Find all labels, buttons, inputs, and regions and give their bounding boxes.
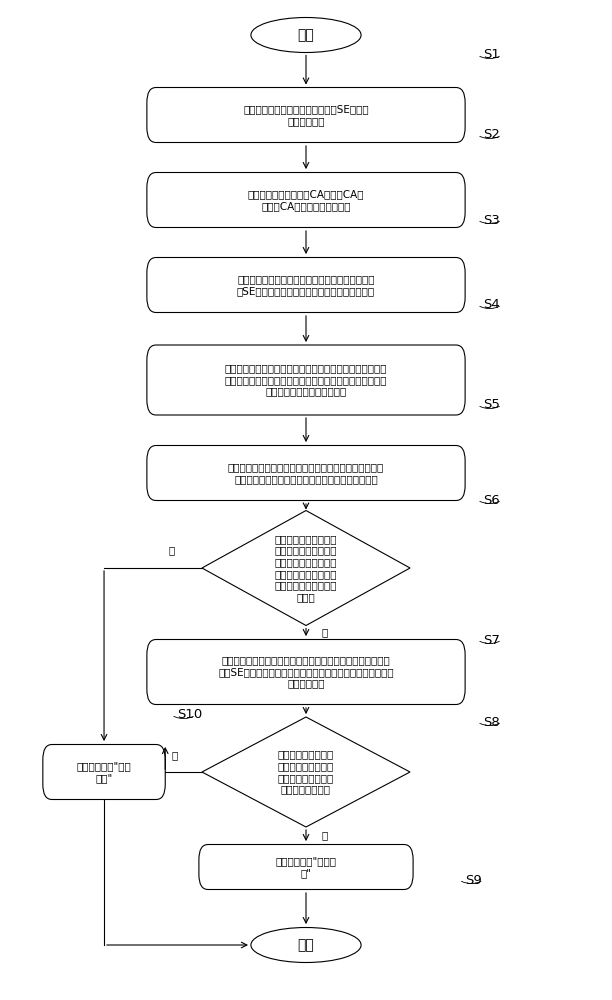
Text: S1: S1 xyxy=(483,48,501,62)
Text: S5: S5 xyxy=(483,398,501,412)
FancyBboxPatch shape xyxy=(147,640,465,704)
Text: S3: S3 xyxy=(483,214,501,227)
FancyBboxPatch shape xyxy=(147,172,465,227)
Text: S6: S6 xyxy=(483,493,500,506)
Text: 是: 是 xyxy=(321,830,327,840)
Text: 结束: 结束 xyxy=(297,938,315,952)
Text: 授权认证中心将电子驾照信息存入SE芯片中
形成电子驾照: 授权认证中心将电子驾照信息存入SE芯片中 形成电子驾照 xyxy=(243,104,369,126)
Ellipse shape xyxy=(251,17,361,52)
Text: 发送端对于数字签名
进行验证，判断经过
验证所得的数据是否
包含第二随机数字: 发送端对于数字签名 进行验证，判断经过 验证所得的数据是否 包含第二随机数字 xyxy=(278,750,334,794)
Text: 发送端上显示"验证成
功": 发送端上显示"验证成 功" xyxy=(275,856,337,878)
Text: 发送端向驾驶人手机传输验证请求信号，发送端读取到驾
驶人公钥数字证书、第一驾驶人公钥，电子驾照信息: 发送端向驾驶人手机传输验证请求信号，发送端读取到驾 驶人公钥数字证书、第一驾驶人… xyxy=(228,462,384,484)
Text: 授权认证中心生成一个CA公钥和CA私
钥，将CA公钥下发到发送端上: 授权认证中心生成一个CA公钥和CA私 钥，将CA公钥下发到发送端上 xyxy=(248,189,364,211)
FancyBboxPatch shape xyxy=(43,744,165,800)
Text: 发送端上显示"验证
失败": 发送端上显示"验证 失败" xyxy=(76,761,132,783)
FancyBboxPatch shape xyxy=(199,844,413,890)
Polygon shape xyxy=(202,717,410,827)
FancyBboxPatch shape xyxy=(147,257,465,312)
Text: 否: 否 xyxy=(168,545,174,555)
Text: S2: S2 xyxy=(483,128,501,141)
Text: 发送端生成一串第二随机数字，将第二随机数字传输给应用程
序，SE芯片调用驾驶人私钥对第二随机数字进行加密计算，得
到数字签名。: 发送端生成一串第二随机数字，将第二随机数字传输给应用程 序，SE芯片调用驾驶人私… xyxy=(218,655,394,689)
Ellipse shape xyxy=(251,928,361,962)
Text: 开始: 开始 xyxy=(297,28,315,42)
Text: S9: S9 xyxy=(465,874,482,886)
Polygon shape xyxy=(202,510,410,626)
FancyBboxPatch shape xyxy=(147,87,465,142)
Text: 驾驶人在手机上下载指定的应用程序，应用程序访
问SE芯片生成一个第一驾驶人公钥和驾驶人私钥: 驾驶人在手机上下载指定的应用程序，应用程序访 问SE芯片生成一个第一驾驶人公钥和… xyxy=(237,274,375,296)
Text: S7: S7 xyxy=(483,634,501,647)
Text: 否: 否 xyxy=(171,750,177,760)
Text: 第二驾驶人公钥数据与
第一驾驶人公钥数据一
致并且读取到的电子驾
照信息与录入验证系统
的电子驾照信息比对结
果一致: 第二驾驶人公钥数据与 第一驾驶人公钥数据一 致并且读取到的电子驾 照信息与录入验… xyxy=(275,534,337,602)
FancyBboxPatch shape xyxy=(147,446,465,500)
Text: 是: 是 xyxy=(321,627,327,637)
Text: S4: S4 xyxy=(483,298,500,312)
Text: S10: S10 xyxy=(177,708,203,722)
Text: 应用程序将第一驾驶人公钥和电子驾照信息发送给授权认证
中心，授权认证中心生成驾驶人公钥数字证书，将驾驶人公
钥数字证书发送给驾驶人手机: 应用程序将第一驾驶人公钥和电子驾照信息发送给授权认证 中心，授权认证中心生成驾驶… xyxy=(225,363,387,397)
Text: S8: S8 xyxy=(483,716,500,728)
FancyBboxPatch shape xyxy=(147,345,465,415)
